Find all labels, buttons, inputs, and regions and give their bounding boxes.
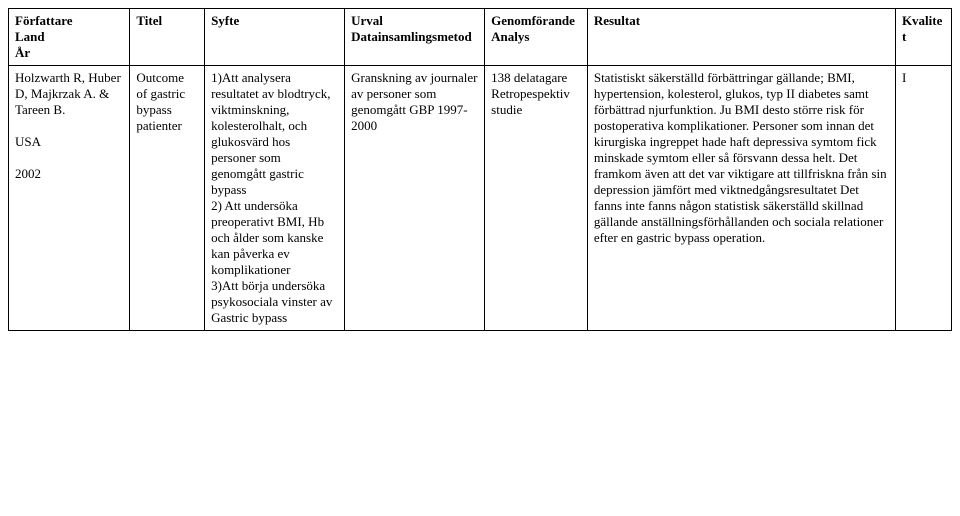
cell-author: Holzwarth R, Huber D, Majkrzak A. & Tare…	[9, 66, 130, 331]
cell-title: Outcome of gastric bypass patienter	[130, 66, 205, 331]
header-author: Författare Land År	[9, 9, 130, 66]
cell-purpose: 1)Att analysera resultatet av blodtryck,…	[205, 66, 345, 331]
header-conduct: Genomförande Analys	[485, 9, 588, 66]
header-quality: Kvalitet	[895, 9, 951, 66]
study-table: Författare Land År Titel Syfte Urval Dat…	[8, 8, 952, 331]
table-header-row: Författare Land År Titel Syfte Urval Dat…	[9, 9, 952, 66]
table-row: Holzwarth R, Huber D, Majkrzak A. & Tare…	[9, 66, 952, 331]
header-sample: Urval Datainsamlingsmetod	[345, 9, 485, 66]
cell-sample: Granskning av journaler av personer som …	[345, 66, 485, 331]
cell-conduct: 138 delatagare Retropespektiv studie	[485, 66, 588, 331]
header-purpose: Syfte	[205, 9, 345, 66]
header-result: Resultat	[587, 9, 895, 66]
header-title: Titel	[130, 9, 205, 66]
cell-result: Statistiskt säkerställd förbättringar gä…	[587, 66, 895, 331]
cell-quality: I	[895, 66, 951, 331]
